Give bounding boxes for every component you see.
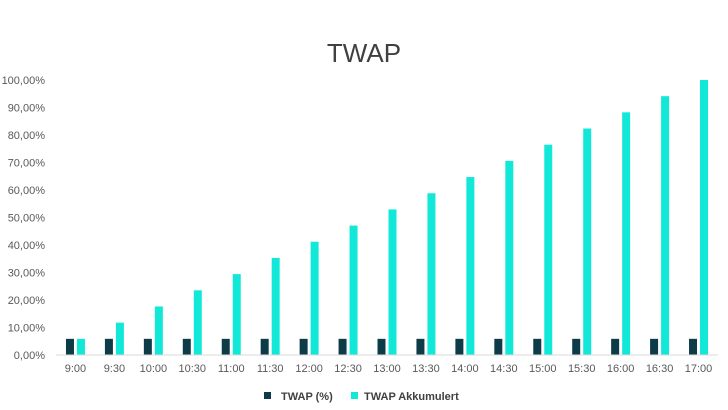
bar-twap-akkumulert	[700, 80, 709, 355]
y-tick-label: 90,00%	[8, 103, 46, 115]
legend: TWAP (%) TWAP Akkumulert	[264, 391, 459, 403]
x-tick-label: 10:00	[140, 363, 168, 375]
y-tick-label: 10,00%	[8, 323, 46, 335]
x-tick-label: 15:00	[529, 363, 557, 375]
x-tick-label: 10:30	[179, 363, 207, 375]
x-tick-label: 13:30	[412, 363, 440, 375]
y-tick-label: 100,00%	[2, 75, 46, 87]
y-tick-label: 50,00%	[8, 213, 46, 225]
bar-twap	[338, 338, 347, 355]
y-tick-label: 40,00%	[8, 240, 46, 252]
x-tick-label: 15:30	[568, 363, 596, 375]
bar-twap-akkumulert	[388, 209, 397, 355]
x-tick-label: 13:00	[373, 363, 401, 375]
x-tick-label: 9:30	[104, 363, 125, 375]
bar-twap-akkumulert	[505, 160, 514, 355]
bar-twap-akkumulert	[115, 322, 124, 355]
y-axis: 0,00% 10,00% 20,00% 30,00% 40,00% 50,00% 60,00…	[2, 75, 46, 362]
bar-twap-akkumulert	[76, 338, 85, 355]
legend-label-twap-akkumulert: TWAP Akkumulert	[364, 391, 459, 403]
bar-twap-akkumulert	[661, 96, 670, 356]
x-tick-label: 12:30	[334, 363, 362, 375]
bar-twap	[494, 338, 503, 355]
bar-twap-akkumulert	[583, 128, 592, 355]
bar-twap-akkumulert	[271, 257, 280, 355]
bar-twap	[299, 338, 308, 355]
bar-twap-akkumulert	[427, 193, 436, 355]
bar-twap-akkumulert	[349, 225, 358, 355]
bar-twap-akkumulert	[154, 306, 163, 355]
bar-twap	[182, 338, 191, 355]
bar-twap	[260, 338, 269, 355]
bar-twap-akkumulert	[544, 144, 553, 355]
bar-twap	[455, 338, 464, 355]
legend-swatch-twap-akkumulert	[351, 392, 358, 399]
x-tick-label: 11:30	[257, 363, 284, 375]
bar-twap	[104, 338, 113, 355]
y-tick-label: 30,00%	[8, 268, 46, 280]
bar-twap	[689, 338, 698, 355]
bar-twap	[416, 338, 425, 355]
chart-title: TWAP	[327, 38, 401, 68]
bar-twap	[572, 338, 581, 355]
bar-twap	[533, 338, 542, 355]
y-tick-label: 60,00%	[8, 185, 46, 197]
x-tick-label: 16:30	[646, 363, 674, 375]
x-tick-label: 16:00	[607, 363, 635, 375]
x-axis: 9:00 9:30 10:00 10:30 11:00 11:30 12:00 12:30 13…	[65, 363, 713, 375]
x-tick-label: 11:00	[218, 363, 245, 375]
bar-twap	[221, 338, 230, 355]
bars	[65, 80, 709, 356]
x-tick-label: 14:30	[490, 363, 518, 375]
bar-twap-akkumulert	[310, 241, 319, 355]
bar-twap	[65, 338, 74, 355]
y-tick-label: 80,00%	[8, 130, 46, 142]
bar-twap-akkumulert	[466, 177, 475, 355]
bar-twap-akkumulert	[232, 274, 241, 355]
y-tick-label: 0,00%	[14, 350, 45, 362]
x-tick-label: 14:00	[451, 363, 479, 375]
legend-label-twap: TWAP (%)	[281, 391, 333, 403]
legend-swatch-twap	[264, 392, 271, 399]
bar-twap-akkumulert	[193, 290, 202, 355]
x-tick-label: 17:00	[685, 363, 713, 375]
bar-twap	[611, 338, 620, 355]
bar-twap-akkumulert	[622, 112, 631, 355]
bar-twap	[143, 338, 152, 355]
x-tick-label: 12:00	[295, 363, 323, 375]
bar-twap	[377, 338, 386, 355]
y-tick-label: 70,00%	[8, 158, 46, 170]
x-tick-label: 9:00	[65, 363, 86, 375]
bar-twap	[650, 338, 659, 355]
y-tick-label: 20,00%	[8, 295, 46, 307]
